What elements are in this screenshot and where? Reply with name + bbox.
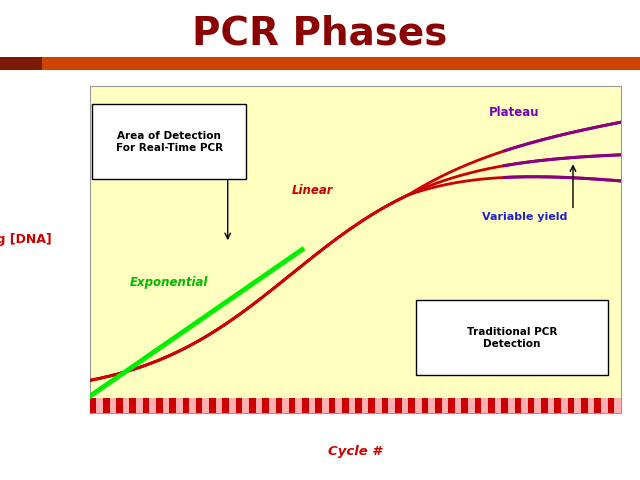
Bar xyxy=(143,398,149,413)
Bar xyxy=(461,398,468,413)
Bar xyxy=(136,398,143,413)
Bar xyxy=(262,398,269,413)
Bar xyxy=(495,398,501,413)
Bar xyxy=(329,398,335,413)
Bar xyxy=(415,398,422,413)
Bar xyxy=(475,398,481,413)
Bar xyxy=(209,398,216,413)
Text: Log [DNA]: Log [DNA] xyxy=(0,233,52,247)
Bar xyxy=(548,398,554,413)
Text: Cycle #: Cycle # xyxy=(328,444,382,458)
Bar xyxy=(488,398,495,413)
Bar xyxy=(296,398,302,413)
Bar xyxy=(574,398,581,413)
Text: Variable yield: Variable yield xyxy=(483,212,568,222)
Bar xyxy=(109,398,116,413)
Bar xyxy=(508,398,515,413)
Bar xyxy=(196,398,202,413)
Bar xyxy=(123,398,129,413)
Bar xyxy=(534,398,541,413)
Bar xyxy=(395,398,402,413)
Bar xyxy=(335,398,342,413)
Bar xyxy=(481,398,488,413)
Bar xyxy=(468,398,475,413)
Bar xyxy=(614,398,621,413)
Bar xyxy=(381,398,388,413)
Bar xyxy=(176,398,182,413)
Bar xyxy=(588,398,594,413)
Bar xyxy=(316,398,322,413)
Bar xyxy=(607,398,614,413)
FancyBboxPatch shape xyxy=(92,104,246,180)
Bar xyxy=(448,398,455,413)
Bar xyxy=(216,398,223,413)
FancyBboxPatch shape xyxy=(416,300,607,375)
Bar xyxy=(408,398,415,413)
Text: Plateau: Plateau xyxy=(490,106,540,119)
Bar xyxy=(322,398,329,413)
Text: Exponential: Exponential xyxy=(130,276,209,289)
Bar xyxy=(236,398,243,413)
Bar xyxy=(355,398,362,413)
Bar xyxy=(243,398,249,413)
Bar xyxy=(561,398,568,413)
Bar xyxy=(581,398,588,413)
Bar xyxy=(182,398,189,413)
Bar xyxy=(189,398,196,413)
Bar xyxy=(223,398,229,413)
Bar xyxy=(594,398,601,413)
Bar xyxy=(282,398,289,413)
Text: Linear: Linear xyxy=(292,184,333,197)
Bar xyxy=(501,398,508,413)
Bar xyxy=(521,398,528,413)
Bar xyxy=(269,398,275,413)
Bar xyxy=(349,398,355,413)
Bar xyxy=(369,398,375,413)
Bar xyxy=(149,398,156,413)
Bar xyxy=(442,398,448,413)
Bar xyxy=(375,398,381,413)
Bar xyxy=(96,398,103,413)
Bar xyxy=(156,398,163,413)
Bar xyxy=(402,398,408,413)
Text: PCR Phases: PCR Phases xyxy=(192,14,448,53)
Bar xyxy=(163,398,169,413)
Bar xyxy=(428,398,435,413)
Bar xyxy=(229,398,236,413)
Bar xyxy=(515,398,521,413)
Bar xyxy=(422,398,428,413)
Bar xyxy=(129,398,136,413)
Bar xyxy=(455,398,461,413)
Bar xyxy=(528,398,534,413)
Bar xyxy=(249,398,255,413)
Bar xyxy=(601,398,607,413)
Text: Traditional PCR
Detection: Traditional PCR Detection xyxy=(467,327,557,348)
Bar xyxy=(103,398,109,413)
Bar xyxy=(275,398,282,413)
Bar xyxy=(302,398,308,413)
Bar xyxy=(308,398,316,413)
Bar xyxy=(289,398,296,413)
Text: Area of Detection
For Real-Time PCR: Area of Detection For Real-Time PCR xyxy=(116,131,223,153)
Bar xyxy=(342,398,349,413)
Bar xyxy=(255,398,262,413)
Bar xyxy=(362,398,369,413)
Bar xyxy=(568,398,574,413)
Bar xyxy=(116,398,123,413)
Bar xyxy=(90,398,96,413)
Bar xyxy=(388,398,395,413)
Bar xyxy=(169,398,176,413)
Bar xyxy=(202,398,209,413)
Bar xyxy=(435,398,442,413)
Bar xyxy=(541,398,548,413)
Bar xyxy=(554,398,561,413)
